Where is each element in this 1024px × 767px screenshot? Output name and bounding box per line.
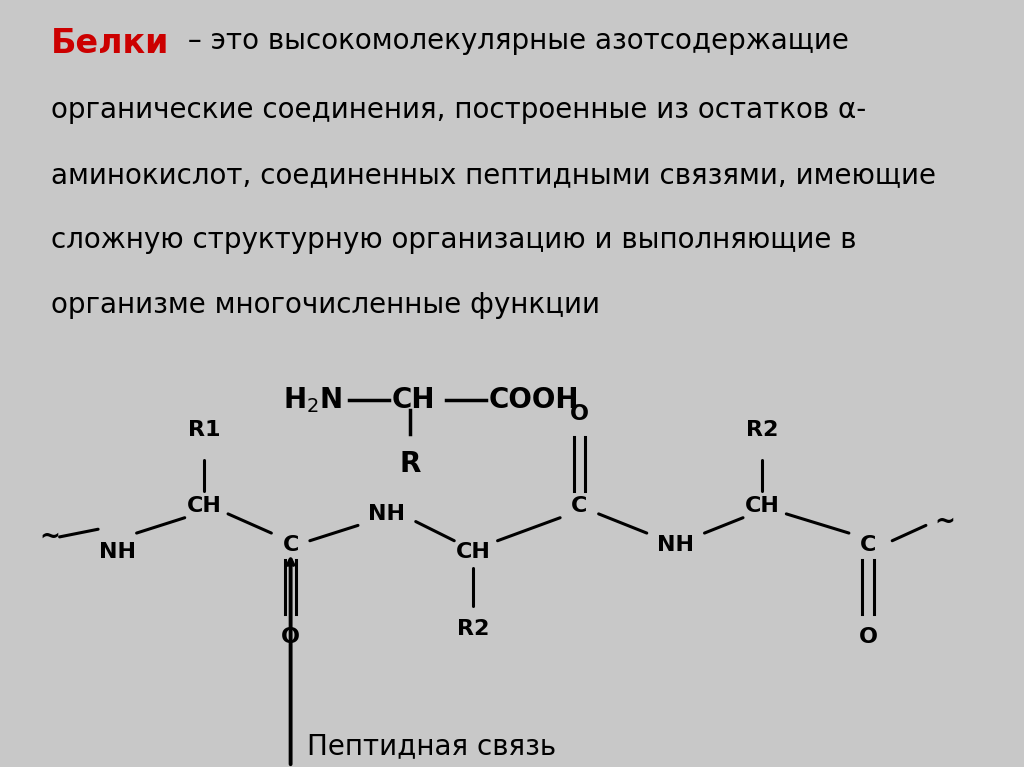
- Text: CH: CH: [186, 496, 221, 516]
- Text: CH: CH: [744, 496, 779, 516]
- Text: CH: CH: [391, 386, 435, 413]
- Text: C: C: [860, 535, 877, 555]
- Text: ~: ~: [40, 525, 60, 549]
- Text: – это высокомолекулярные азотсодержащие: – это высокомолекулярные азотсодержащие: [179, 27, 849, 55]
- Text: COOH: COOH: [489, 386, 580, 413]
- Text: O: O: [570, 404, 589, 424]
- Text: NH: NH: [657, 535, 694, 555]
- Text: R1: R1: [187, 420, 220, 439]
- Text: Пептидная связь: Пептидная связь: [307, 732, 556, 761]
- Text: сложную структурную организацию и выполняющие в: сложную структурную организацию и выполн…: [51, 226, 857, 255]
- Text: организме многочисленные функции: организме многочисленные функции: [51, 291, 600, 320]
- Text: ~: ~: [935, 509, 955, 534]
- Text: H$_2$N: H$_2$N: [283, 385, 342, 414]
- Text: R2: R2: [458, 619, 489, 639]
- Text: аминокислот, соединенных пептидными связями, имеющие: аминокислот, соединенных пептидными связ…: [51, 161, 936, 189]
- Text: R: R: [399, 449, 421, 478]
- Text: R2: R2: [746, 420, 778, 439]
- Text: O: O: [859, 627, 878, 647]
- Text: NH: NH: [369, 504, 406, 524]
- Text: NH: NH: [99, 542, 136, 562]
- Text: CH: CH: [456, 542, 490, 562]
- Text: O: O: [282, 627, 300, 647]
- Text: органические соединения, построенные из остатков α-: органические соединения, построенные из …: [51, 96, 866, 124]
- Text: C: C: [283, 535, 299, 555]
- Text: C: C: [571, 496, 588, 516]
- Text: Белки: Белки: [51, 27, 170, 60]
